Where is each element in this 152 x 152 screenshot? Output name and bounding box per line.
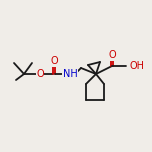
Text: O: O	[36, 69, 44, 79]
Text: NH: NH	[63, 69, 77, 79]
Text: O: O	[108, 50, 116, 60]
Text: O: O	[50, 56, 58, 66]
Text: OH: OH	[130, 61, 145, 71]
